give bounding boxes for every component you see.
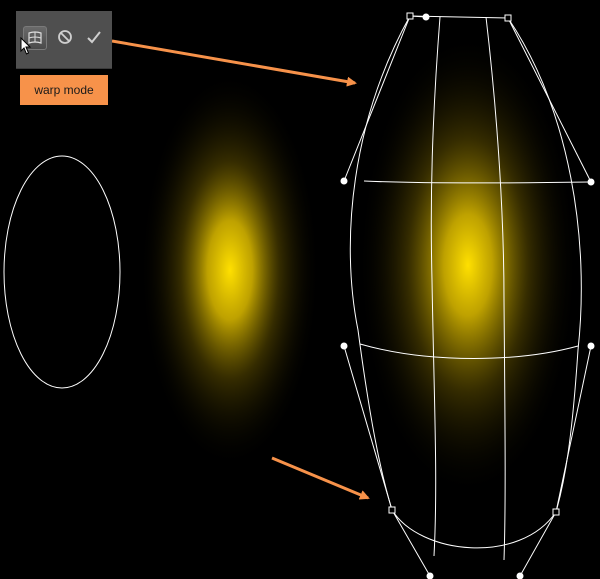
warp-handles — [340, 13, 595, 579]
warp-mesh[interactable] — [343, 15, 592, 577]
ellipse-outline — [3, 155, 121, 389]
anchor-top-left[interactable] — [406, 12, 414, 20]
warp-left-edge — [349, 15, 411, 511]
warp-grid-h2 — [359, 343, 579, 359]
warp-mode-button[interactable] — [23, 26, 47, 50]
warp-bottom-edge — [391, 509, 557, 549]
handle-line-mid-right — [555, 345, 592, 513]
handle-point[interactable] — [516, 572, 524, 579]
anchor-top-right[interactable] — [504, 14, 512, 22]
warp-anchors — [388, 12, 560, 516]
handle-line-bottom-left — [391, 509, 431, 577]
handle-point[interactable] — [422, 13, 430, 21]
arrow-to-warp-top — [111, 39, 357, 87]
handle-line-bottom-right — [519, 511, 557, 577]
commit-transform-button[interactable] — [83, 26, 105, 48]
warp-mode-callout: warp mode — [20, 75, 108, 105]
glow-left — [140, 72, 320, 468]
warp-grid-v1 — [430, 16, 441, 557]
handle-point[interactable] — [587, 178, 595, 186]
handle-line-mid-left — [343, 345, 393, 511]
cancel-transform-icon — [57, 29, 73, 45]
transform-options-toolbar — [16, 11, 112, 69]
handle-point[interactable] — [587, 342, 595, 350]
handle-line-top-right — [507, 17, 592, 183]
commit-transform-icon — [86, 29, 102, 45]
handle-point[interactable] — [340, 177, 348, 185]
handle-point[interactable] — [426, 572, 434, 579]
handle-line-top-left-down — [343, 15, 411, 182]
warp-grid-h1 — [363, 180, 591, 184]
warp-mode-icon — [27, 30, 43, 46]
anchor-bottom-left[interactable] — [388, 506, 396, 514]
handle-point[interactable] — [340, 342, 348, 350]
glow-warped — [358, 35, 578, 495]
anchor-bottom-right[interactable] — [552, 508, 560, 516]
warp-grid-v2 — [485, 16, 506, 561]
cancel-transform-button[interactable] — [54, 26, 76, 48]
arrow-to-warp-bottom — [271, 456, 370, 500]
